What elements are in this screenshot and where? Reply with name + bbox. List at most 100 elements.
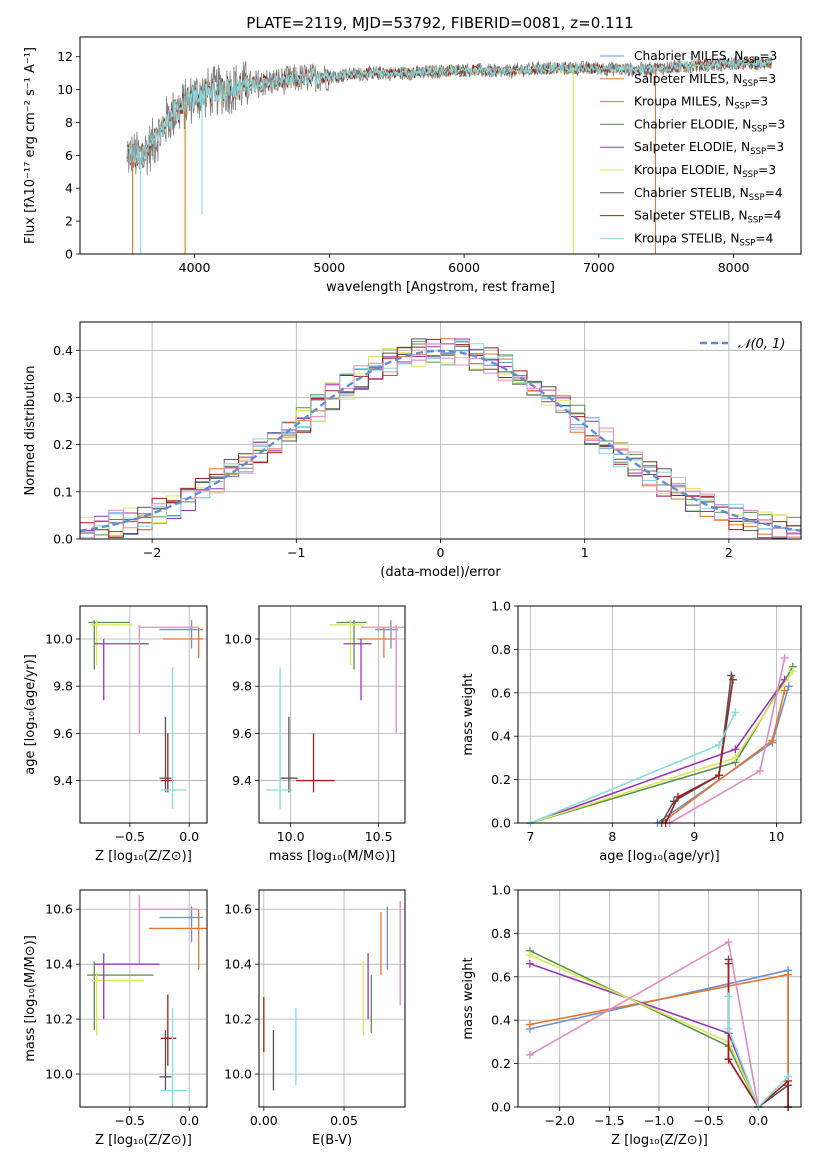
x-axis-label: Z [log₁₀(Z/Z⊙)]	[95, 849, 192, 864]
mass-weight-marker	[724, 1055, 733, 1064]
y-tick-label: 9.4	[232, 773, 252, 788]
residuals-plot-area	[80, 338, 801, 539]
y-axis-label: age [log₁₀(age/yr)]	[23, 654, 38, 775]
x-tick-label: 0	[437, 545, 445, 560]
mass_vs_EBV-chart: 0.00 0.05 10.0 10.2 10.4 10.6 E(B-V)	[224, 889, 406, 1148]
legend-suffix: =3	[767, 117, 785, 131]
age_vs_mass-chart: 10.0 10.5 9.4 9.6 9.8 10.0 mass [log₁₀(M/M⊙)]	[224, 605, 406, 864]
mass-weight-marker	[788, 667, 797, 676]
legend-subscript: SSP	[742, 170, 758, 180]
legend-label: Salpeter STELIB, NSSP=4	[634, 209, 782, 226]
y-tick-label: 6	[65, 148, 73, 163]
mass-weight-line	[727, 996, 789, 1109]
y-tick-label: 9.6	[53, 726, 73, 741]
y-tick-label: 10.0	[45, 632, 73, 647]
mass_weight_vs_age-chart: 7 8 9 10 0.0 0.2 0.4 0.6 0.8 1.0 age [log₁₀(age/yr…	[461, 599, 802, 864]
x-tick-label: 5000	[313, 260, 345, 275]
x-tick-label: −1.5	[594, 1113, 624, 1128]
y-tick-label: 0.0	[491, 816, 511, 831]
y-tick-label: 0.1	[53, 484, 73, 499]
legend-subscript: SSP	[742, 79, 758, 89]
mass-weight-marker	[525, 1020, 534, 1029]
y-tick-label: 10.0	[224, 632, 252, 647]
y-tick-label: 12	[57, 49, 73, 64]
legend-suffix: =3	[758, 163, 776, 177]
mass-weight-marker	[731, 708, 740, 717]
mass_vs_Z-plot-area	[87, 895, 207, 1107]
legend-suffix: =3	[758, 72, 776, 86]
legend-label: Kroupa ELODIE, NSSP=3	[634, 163, 776, 180]
y-tick-label: 0	[65, 247, 73, 262]
y-tick-label: 8	[65, 115, 73, 130]
x-tick-label: 9	[690, 829, 698, 844]
axes-frame	[517, 605, 802, 824]
mass-weight-marker	[673, 792, 682, 801]
legend-suffix: =3	[766, 140, 784, 154]
mass_weight_vs_Z-chart: −2.0 −1.5 −1.0 −0.5 0.0 0.0 0.2 0.4 0.6 0.8 1.0 Z […	[461, 883, 802, 1148]
axes-frame	[79, 605, 208, 824]
mass-weight-marker	[525, 951, 534, 960]
legend-subscript: SSP	[740, 238, 756, 248]
x-tick-label: 8000	[718, 260, 750, 275]
legend-label: Salpeter MILES, NSSP=3	[634, 72, 776, 89]
mass_vs_EBV-plot-area	[263, 900, 401, 1091]
y-tick-label: 10.2	[224, 1012, 252, 1027]
y-tick-label: 10.6	[45, 902, 73, 917]
y-tick-label: 9.4	[53, 773, 73, 788]
x-tick-label: 0.0	[179, 1113, 199, 1128]
legend-subscript: SSP	[734, 102, 750, 112]
y-tick-label: 0.2	[53, 437, 73, 452]
charts-layer: 4000 5000 6000 7000 8000024681012wavelength …	[23, 36, 802, 1148]
y-tick-label: 0.6	[491, 685, 511, 700]
x-tick-label: 10	[768, 829, 784, 844]
legend-suffix: =3	[750, 95, 768, 109]
y-tick-label: 0.4	[491, 729, 511, 744]
y-tick-label: 0.8	[491, 642, 511, 657]
y-tick-label: 10.4	[45, 957, 73, 972]
x-axis-label: wavelength [Angstrom, rest frame]	[326, 280, 555, 295]
mass-weight-line	[529, 950, 760, 1108]
legend-subscript: SSP	[751, 124, 767, 134]
x-tick-label: −0.5	[693, 1113, 723, 1128]
x-axis-label: E(B-V)	[312, 1133, 352, 1148]
residual-histogram	[80, 343, 801, 539]
mass-weight-marker	[780, 686, 789, 695]
y-axis-label: mass weight	[461, 957, 476, 1039]
y-tick-label: 10.4	[224, 957, 252, 972]
y-tick-label: 0.6	[491, 969, 511, 984]
legend-subscript: SSP	[750, 147, 766, 157]
x-tick-label: −0.5	[115, 829, 145, 844]
x-tick-label: −2	[143, 545, 161, 560]
legend-label: Chabrier MILES, NSSP=3	[634, 49, 777, 66]
mass-weight-marker	[731, 753, 740, 762]
axes-frame	[79, 36, 802, 255]
legend-label: 𝒩(0, 1)	[738, 337, 785, 352]
x-tick-label: −0.5	[115, 1113, 145, 1128]
x-tick-label: −1	[287, 545, 305, 560]
y-tick-label: 0.0	[491, 1100, 511, 1115]
legend-suffix: =4	[765, 186, 783, 200]
mass-weight-marker	[784, 682, 793, 691]
x-tick-label: 4000	[179, 260, 211, 275]
mass-weight-marker	[755, 766, 764, 775]
legend-label: Salpeter ELODIE, NSSP=3	[634, 140, 784, 157]
x-axis-label: Z [log₁₀(Z/Z⊙)]	[95, 1133, 192, 1148]
y-tick-label: 10.2	[45, 1012, 73, 1027]
y-tick-label: 0.2	[491, 1056, 511, 1071]
y-tick-label: 10	[57, 82, 73, 97]
x-tick-label: 0.00	[250, 1113, 278, 1128]
x-tick-label: −2.0	[545, 1113, 575, 1128]
y-tick-label: 0.8	[491, 926, 511, 941]
y-tick-label: 0.4	[53, 343, 73, 358]
x-tick-label: 1	[581, 545, 589, 560]
mass-weight-marker	[714, 771, 723, 780]
mass-weight-marker	[780, 654, 789, 663]
axes-frame	[258, 889, 406, 1108]
mass_weight_vs_age-plot-area	[526, 654, 797, 827]
legend-subscript: SSP	[743, 56, 759, 66]
x-tick-label: −1.0	[644, 1113, 674, 1128]
mass-weight-marker	[731, 745, 740, 754]
x-tick-label: 2	[725, 545, 733, 560]
y-tick-label: 1.0	[491, 599, 511, 614]
